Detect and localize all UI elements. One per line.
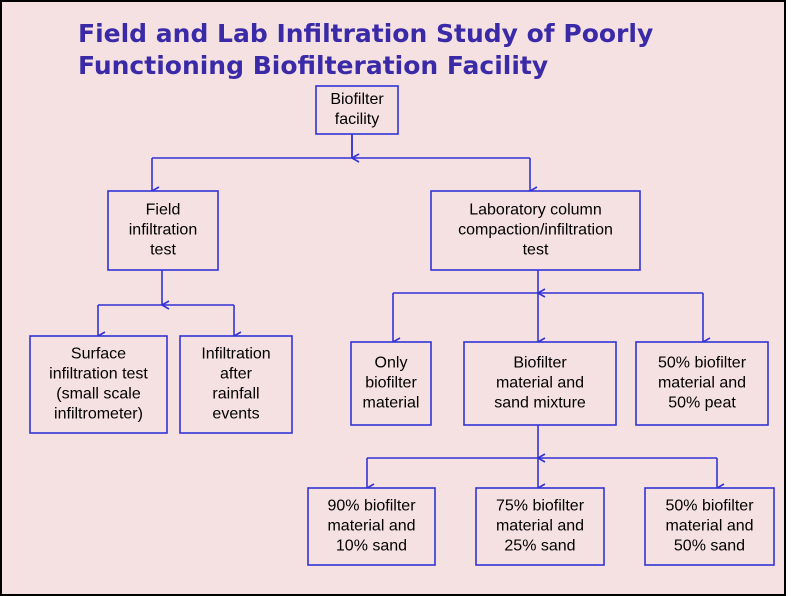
title: Functioning Biofilteration Facility [78,51,548,80]
node-label: 75% biofilter [496,498,585,515]
node-label: infiltrometer) [54,406,143,423]
node-label: compaction/infiltration [458,222,613,239]
node-label: material and [658,375,746,392]
title: Field and Lab Infiltration Study of Poor… [78,19,653,48]
node-label: sand mixture [494,395,586,412]
node-label: 25% sand [504,538,575,555]
node-box [315,85,399,135]
connectors [96,134,725,493]
node-label: material and [665,518,753,535]
node-label: 10% sand [336,538,407,555]
node-label: 50% biofilter [665,498,754,515]
node-box [475,487,605,566]
node-label: 90% biofilter [327,498,416,515]
node-box [430,190,641,271]
node-label: Laboratory column [469,202,602,219]
node-label: rainfall [212,386,259,403]
node-label: after [220,366,253,383]
node-label: material and [496,375,584,392]
node-label: biofilter [365,375,417,392]
node-label: Biofilter [513,355,567,372]
node-label: Biofilter [330,91,384,108]
node-label: infiltration [129,222,197,239]
node-label: material and [327,518,415,535]
node-label: infiltration test [49,366,148,383]
node-label: material and [496,518,584,535]
node-box [107,190,219,271]
node-label: material [363,395,420,412]
node-label: Only [375,355,408,372]
node-label: test [523,242,549,259]
node-box [635,341,769,426]
node-label: facility [335,111,379,128]
node-label: events [212,406,259,423]
node-label: Infiltration [201,346,270,363]
node-label: 50% peat [668,395,736,412]
node-box [307,487,436,566]
node-label: test [150,242,176,259]
node-box [179,335,293,434]
node-box [463,341,617,426]
node-box [350,341,432,426]
node-label: 50% sand [674,538,745,555]
node-label: Field [146,202,181,219]
node-label: 50% biofilter [658,355,747,372]
node-label: Surface [71,346,126,363]
node-label: (small scale [56,386,141,403]
node-box [644,487,775,566]
node-box [29,335,168,434]
